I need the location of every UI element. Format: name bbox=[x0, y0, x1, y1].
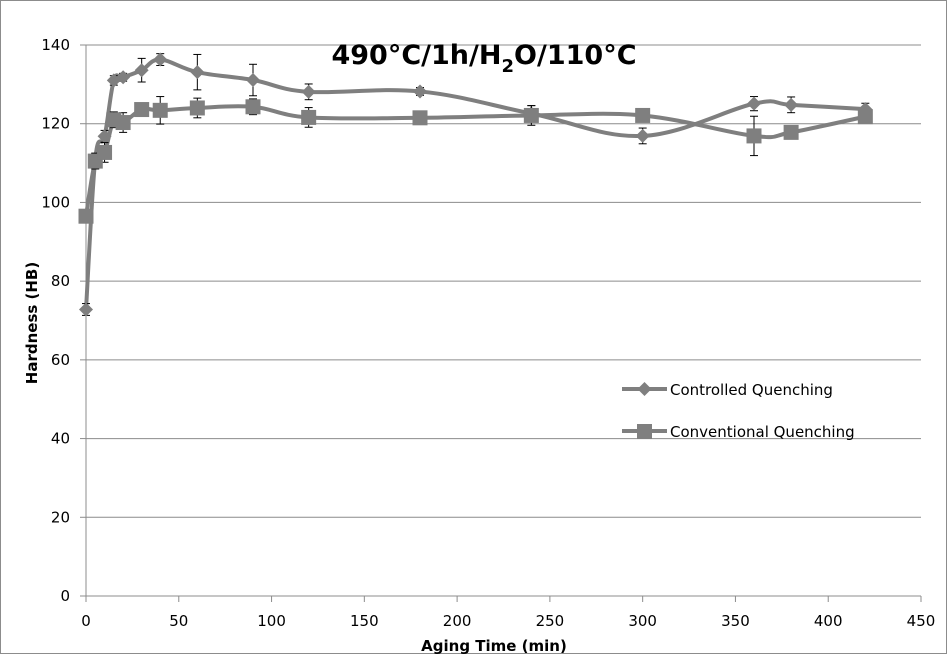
y-tick-label: 120 bbox=[41, 115, 70, 133]
data-point-diamond bbox=[134, 63, 149, 78]
data-point-diamond bbox=[246, 73, 260, 88]
data-point-diamond bbox=[116, 70, 131, 85]
x-tick-label: 0 bbox=[81, 612, 91, 630]
x-tick-label: 250 bbox=[536, 612, 565, 630]
data-point-diamond bbox=[153, 52, 168, 67]
y-tick-label: 20 bbox=[51, 508, 70, 526]
data-point-square bbox=[152, 102, 168, 118]
data-point-square bbox=[78, 208, 94, 224]
x-tick-label: 350 bbox=[721, 612, 750, 630]
data-point-diamond bbox=[413, 84, 427, 99]
x-tick-label: 150 bbox=[350, 612, 379, 630]
x-tick-label: 200 bbox=[443, 612, 472, 630]
data-point-diamond bbox=[747, 96, 761, 111]
y-tick-label: 40 bbox=[51, 430, 70, 448]
data-point-square bbox=[115, 115, 131, 131]
legend-label-controlled: Controlled Quenching bbox=[670, 381, 833, 399]
series-conventional-quenching bbox=[78, 96, 873, 224]
y-tick-label: 0 bbox=[60, 587, 70, 605]
data-point-square bbox=[97, 144, 113, 160]
series-layer bbox=[78, 52, 873, 317]
data-point-square bbox=[746, 128, 762, 144]
chart-title: 490°C/1h/H2O/110°C bbox=[331, 40, 636, 77]
data-point-square bbox=[301, 109, 317, 125]
y-tick-label: 100 bbox=[41, 193, 70, 211]
data-point-square bbox=[857, 109, 873, 125]
x-tick-label: 300 bbox=[628, 612, 657, 630]
data-point-diamond bbox=[79, 302, 93, 317]
x-tick-label: 50 bbox=[169, 612, 188, 630]
legend-diamond-icon bbox=[637, 382, 652, 396]
x-tick-label: 100 bbox=[257, 612, 286, 630]
data-point-square bbox=[523, 107, 539, 123]
legend-square-icon bbox=[637, 424, 652, 439]
data-point-diamond bbox=[784, 97, 799, 112]
data-point-diamond bbox=[190, 65, 205, 80]
data-point-square bbox=[134, 102, 150, 118]
chart-title-subscript: 2 bbox=[501, 56, 514, 77]
legend-item-controlled-quenching: Controlled Quenching bbox=[622, 381, 833, 399]
data-point-diamond bbox=[301, 84, 316, 99]
axes bbox=[80, 44, 922, 602]
legend-label-conventional: Conventional Quenching bbox=[670, 423, 855, 441]
data-point-diamond bbox=[635, 128, 650, 143]
data-point-square bbox=[412, 110, 428, 126]
y-tick-label: 60 bbox=[51, 351, 70, 369]
gridlines bbox=[86, 44, 921, 518]
x-axis-title: Aging Time (min) bbox=[421, 637, 567, 654]
legend-item-conventional-quenching: Conventional Quenching bbox=[622, 423, 855, 441]
y-tick-label: 140 bbox=[41, 36, 70, 54]
x-tick-label: 450 bbox=[907, 612, 936, 630]
chart-title-main: 490°C/1h/H bbox=[331, 40, 501, 71]
y-axis-title: Hardness (HB) bbox=[23, 262, 41, 384]
y-tick-label: 80 bbox=[51, 272, 70, 290]
x-tick-label: 400 bbox=[814, 612, 843, 630]
data-point-square bbox=[635, 107, 651, 123]
data-point-square bbox=[783, 124, 799, 140]
chart-title-rest: O/110°C bbox=[514, 40, 637, 71]
data-point-square bbox=[245, 99, 261, 115]
tick-labels: 0 20 40 60 80 100 120 140 0 50 100 150 200 250 300 350 4… bbox=[41, 36, 935, 630]
legend: Controlled Quenching Conventional Quench… bbox=[622, 381, 855, 441]
data-point-square bbox=[189, 100, 205, 116]
